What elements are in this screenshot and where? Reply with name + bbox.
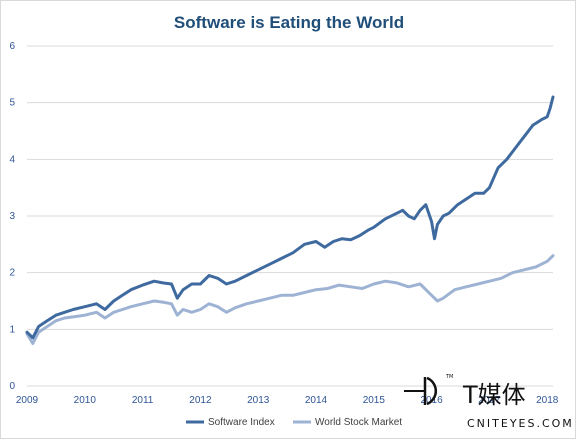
x-tick-label: 2009 bbox=[16, 395, 39, 406]
x-tick-label: 2017 bbox=[478, 395, 501, 406]
legend-label: Software Index bbox=[208, 417, 275, 428]
y-tick-label: 2 bbox=[9, 268, 15, 279]
y-tick-label: 0 bbox=[9, 381, 15, 392]
y-tick-label: 5 bbox=[9, 98, 15, 109]
x-tick-label: 2014 bbox=[305, 395, 328, 406]
y-tick-label: 6 bbox=[9, 41, 15, 52]
x-tick-label: 2018 bbox=[536, 395, 559, 406]
y-tick-label: 4 bbox=[9, 154, 15, 165]
y-tick-label: 1 bbox=[9, 324, 15, 335]
series-lines bbox=[25, 95, 555, 345]
chart-title: Software is Eating the World bbox=[174, 13, 404, 32]
gridlines bbox=[27, 45, 553, 387]
y-axis-ticks: 0 1 2 3 4 5 6 bbox=[9, 41, 15, 392]
watermark-tm: TM bbox=[445, 374, 453, 380]
watermark-arc bbox=[426, 376, 437, 406]
x-tick-label: 2012 bbox=[189, 395, 212, 406]
x-tick-label: 2010 bbox=[74, 395, 97, 406]
legend-label: World Stock Market bbox=[315, 417, 402, 428]
y-tick-label: 3 bbox=[9, 211, 15, 222]
x-tick-label: 2015 bbox=[363, 395, 386, 406]
series-line-world-stock-market bbox=[25, 254, 555, 345]
series-line-software-index bbox=[25, 95, 555, 340]
x-tick-label: 2013 bbox=[247, 395, 270, 406]
watermark-domain: CNITEYES.COM bbox=[467, 417, 574, 430]
legend: Software Index World Stock Market bbox=[186, 417, 402, 428]
x-tick-label: 2011 bbox=[132, 395, 154, 406]
watermark-logo: TM T媒体 CNITEYES.COM bbox=[404, 374, 574, 430]
watermark-logo-text: T媒体 bbox=[462, 381, 526, 409]
